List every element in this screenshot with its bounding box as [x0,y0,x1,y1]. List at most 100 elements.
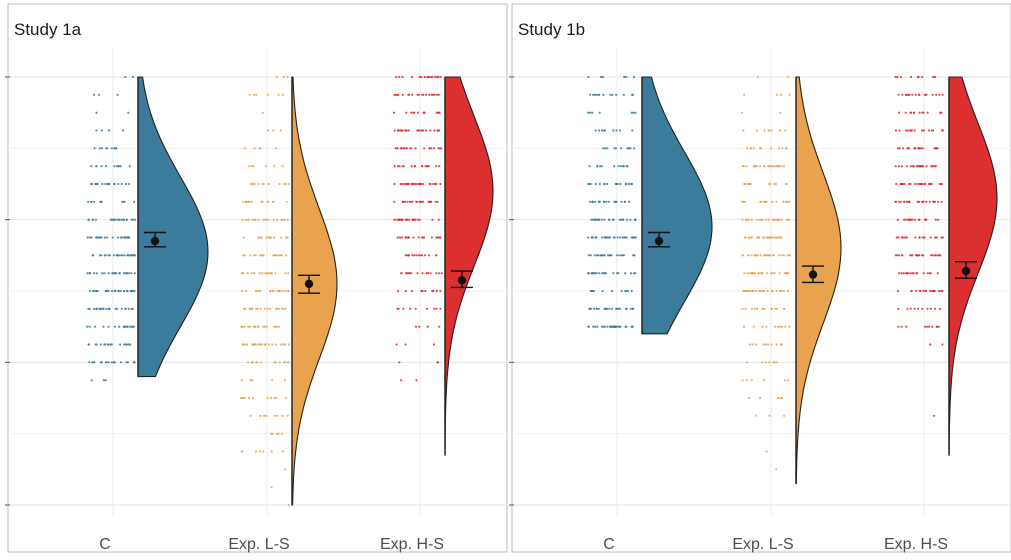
rain-point [428,75,431,79]
rain-point [439,182,442,186]
rain-point [252,165,255,168]
rain-point [780,325,784,328]
rain-point [749,182,752,186]
rain-point [631,325,634,328]
rain-point [281,289,285,293]
rain-point [762,165,766,168]
rain-point [602,93,605,96]
rain-point [778,272,781,275]
rain-point [430,200,433,203]
rain-point [915,272,918,275]
rain-point [242,254,245,257]
rain-point [400,272,403,275]
rain-point [931,165,934,168]
rain-point [937,254,941,257]
rain-point [267,200,270,203]
rain-point [600,129,604,132]
rain-point [760,272,763,275]
rain-point [938,93,941,96]
rain-point [118,272,121,275]
rain-point [275,396,278,400]
rain-point [622,165,625,168]
rain-point [415,200,418,203]
rain-point [405,147,408,150]
rain-point [88,361,91,364]
rain-point [935,147,938,150]
rain-point [401,165,404,168]
rain-point [910,111,913,114]
rain-point [254,289,258,293]
rain-point [922,289,925,293]
rain-point [438,111,441,114]
rain-point [93,147,96,150]
rain-point [262,450,265,453]
rain-point [617,325,620,328]
rain-point [284,307,287,310]
rain-point [430,236,433,239]
rain-point [625,165,628,168]
rain-point [253,93,256,96]
rain-point [588,182,591,186]
rain-point [247,325,250,328]
rain-point [276,414,279,417]
rain-point [127,182,131,186]
rain-point [267,129,270,132]
rain-point [941,343,944,346]
rain-point [265,236,268,239]
rain-point [249,325,252,328]
rain-point [92,307,95,310]
rain-point [414,307,417,310]
rain-point [782,307,786,310]
rain-point [764,361,767,364]
rain-point [612,272,615,275]
rain-point [899,182,902,186]
rain-point [273,414,276,417]
rain-point [759,254,762,257]
rain-point [613,147,616,150]
rain-point [941,289,944,293]
rain-point [420,236,424,239]
rain-point [923,182,926,186]
rain-point [117,218,120,221]
rain-point [287,289,290,293]
rain-point [765,200,768,203]
rain-point [752,289,755,293]
rain-point [930,254,933,257]
rain-point [116,93,119,96]
rain-point [744,307,747,310]
rain-point [255,307,258,310]
rain-point [750,218,753,221]
rain-point [744,289,748,293]
rain-point [760,218,764,221]
rain-point [398,218,401,221]
rain-point [281,432,284,435]
rain-point [905,200,909,203]
rain-point [587,236,590,239]
rain-point [751,343,754,346]
rain-point [436,129,439,132]
rain-point [740,111,744,114]
rain-point [929,236,932,239]
rain-point [404,236,407,239]
rain-point [110,147,113,150]
rain-point [257,182,260,186]
rain-point [408,218,411,221]
rain-point [782,200,785,203]
rain-point [621,236,624,239]
rain-point [897,165,901,168]
rain-point [921,75,924,79]
rain-point [937,218,940,221]
rain-point [909,129,912,132]
rain-point [597,93,600,96]
x-tick-label: Exp. L-S [732,536,793,553]
rain-point [108,254,111,257]
rain-point [439,289,442,293]
rain-point [616,182,619,186]
rain-point [897,236,900,239]
rain-point [767,218,770,221]
rain-point [432,343,436,346]
rain-point [254,218,257,221]
rain-point [103,254,106,257]
rain-point [409,200,412,203]
rain-point [269,236,273,239]
